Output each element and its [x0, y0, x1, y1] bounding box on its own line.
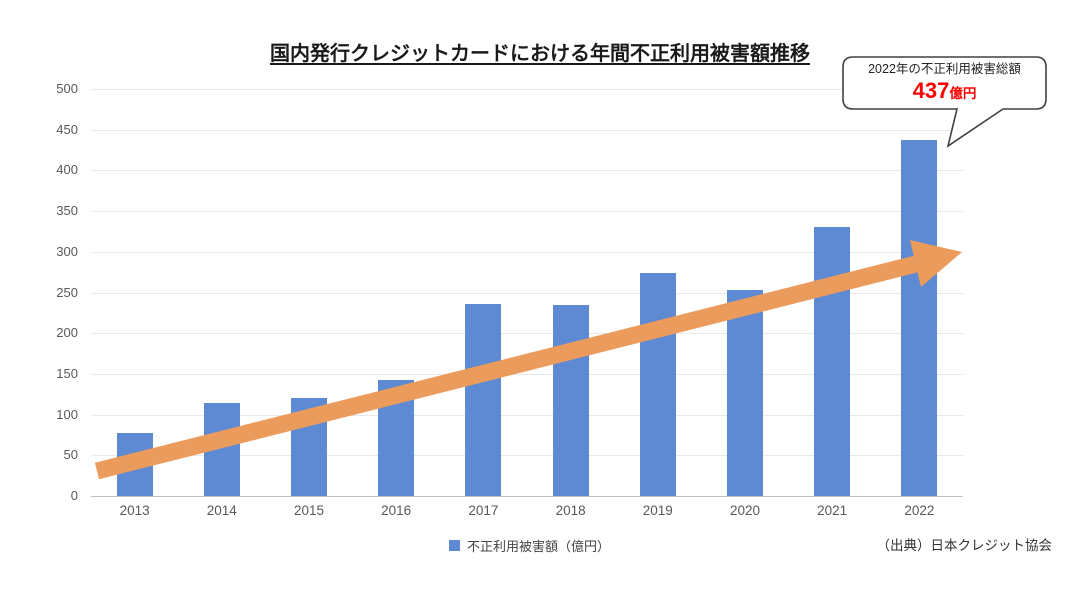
x-axis-tick-label: 2021 — [817, 503, 848, 518]
gridline — [91, 211, 963, 213]
callout-value: 437 — [912, 78, 950, 103]
gridline — [91, 373, 963, 375]
legend: 不正利用被害額（億円） — [449, 536, 610, 555]
x-axis-tick-label: 2013 — [119, 503, 150, 518]
callout-unit: 億円 — [949, 86, 977, 101]
y-axis-tick-label: 300 — [56, 243, 78, 259]
legend-swatch-icon — [449, 540, 460, 551]
callout: 2022年の不正利用被害総額 437億円 — [843, 61, 1046, 107]
gridline — [91, 170, 963, 172]
source-credit: （出典）日本クレジット協会 — [876, 538, 1053, 553]
bar-2017 — [465, 303, 502, 496]
y-axis-tick-label: 500 — [56, 81, 78, 96]
x-axis-tick-label: 2018 — [555, 503, 586, 518]
x-axis-tick-label: 2020 — [729, 503, 760, 518]
gridline — [91, 455, 963, 457]
bar-2022 — [901, 140, 938, 496]
bar-2018 — [552, 304, 589, 496]
gridline — [91, 292, 963, 294]
gridline — [91, 333, 963, 335]
trend-arrow-shaft — [94, 255, 919, 480]
x-axis-tick-label: 2017 — [468, 503, 499, 518]
x-axis-line — [91, 496, 963, 497]
legend-label: 不正利用被害額（億円） — [467, 539, 611, 554]
gridline — [91, 414, 963, 416]
bar-2021 — [814, 227, 851, 496]
chart-title: 国内発行クレジットカードにおける年間不正利用被害額推移 — [270, 43, 810, 65]
y-axis-tick-label: 0 — [70, 488, 78, 503]
y-axis-tick-label: 150 — [56, 365, 78, 381]
x-axis-tick-label: 2022 — [904, 503, 935, 518]
y-axis-tick-label: 200 — [56, 325, 78, 341]
callout-bubble-outline — [842, 56, 1047, 148]
gridline — [91, 251, 963, 253]
gridline — [91, 89, 963, 90]
gridline — [91, 129, 963, 131]
y-axis-tick-label: 400 — [56, 162, 78, 178]
y-axis-tick-label: 250 — [56, 284, 78, 300]
callout-value-row: 437億円 — [843, 78, 1046, 107]
y-axis-tick-label: 100 — [56, 406, 78, 422]
trend-arrow-head — [910, 240, 962, 287]
x-axis-tick-label: 2015 — [293, 503, 324, 518]
y-axis-tick-label: 450 — [56, 121, 78, 137]
x-axis-tick-label: 2016 — [381, 503, 412, 518]
x-axis-tick-label: 2014 — [206, 503, 237, 518]
y-axis-tick-label: 350 — [56, 203, 78, 219]
callout-heading: 2022年の不正利用被害総額 — [868, 62, 1021, 76]
x-axis-tick-label: 2019 — [642, 503, 673, 518]
bar-2020 — [727, 290, 763, 496]
y-axis-tick-label: 50 — [63, 447, 78, 463]
bar-2019 — [639, 272, 676, 496]
